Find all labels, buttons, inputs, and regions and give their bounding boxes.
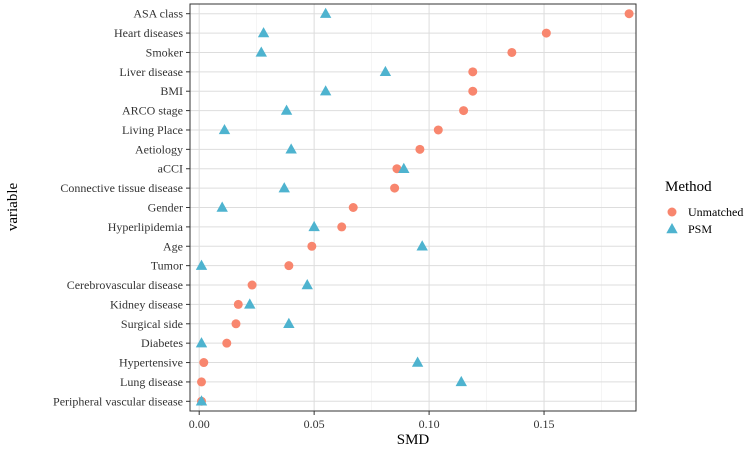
x-tick-label: 0.05: [304, 417, 325, 431]
point-unmatched: [390, 183, 400, 193]
legend-label-psm: PSM: [688, 222, 712, 236]
point-unmatched: [233, 299, 243, 309]
point-unmatched: [415, 144, 425, 154]
y-tick-label: Hypertensive: [119, 356, 183, 370]
point-psm: [398, 162, 410, 173]
grid-lines: [190, 4, 636, 411]
y-tick-label: Living Place: [122, 123, 183, 137]
point-unmatched: [541, 28, 551, 38]
y-tick-label: ASA class: [133, 7, 183, 21]
legend-key-psm: [666, 223, 678, 234]
y-tick-label: Liver disease: [119, 65, 183, 79]
y-tick-label: Kidney disease: [110, 297, 183, 311]
point-unmatched: [348, 203, 358, 212]
legend: Method Unmatched PSM: [665, 179, 743, 236]
y-axis-title: variable: [5, 183, 21, 232]
x-axis-ticks: 0.00 0.05 0.10 0.15: [189, 411, 555, 431]
y-tick-label: Aetiology: [135, 142, 183, 156]
x-axis-title: SMD: [397, 432, 430, 448]
x-tick-label: 0.15: [534, 417, 555, 431]
x-tick-label: 0.00: [189, 417, 210, 431]
point-unmatched: [247, 280, 257, 290]
point-unmatched: [307, 241, 317, 251]
point-psm: [255, 46, 267, 57]
point-psm: [195, 395, 208, 406]
y-tick-label: Diabetes: [141, 336, 183, 350]
y-tick-label: Gender: [148, 201, 183, 215]
y-tick-label: Peripheral vascular disease: [53, 394, 183, 408]
y-tick-label: ARCO stage: [122, 104, 183, 118]
point-unmatched: [468, 67, 478, 77]
y-tick-label: Connective tissue disease: [60, 181, 183, 195]
legend-key-unmatched: [667, 207, 677, 217]
point-psm: [216, 201, 228, 212]
y-axis-ticks: ASA class Heart diseases Smoker Liver disea…: [53, 7, 190, 408]
point-unmatched: [337, 222, 347, 232]
point-psm: [379, 65, 392, 77]
y-tick-label: Hyperlipidemia: [108, 220, 184, 234]
point-psm: [257, 27, 270, 38]
point-psm: [218, 123, 231, 135]
point-unmatched: [199, 358, 209, 368]
point-unmatched: [222, 338, 232, 348]
point-unmatched: [231, 319, 241, 329]
point-unmatched: [468, 86, 478, 96]
point-psm: [411, 356, 424, 367]
point-unmatched: [624, 9, 634, 19]
y-tick-label: Heart diseases: [114, 26, 183, 40]
legend-title: Method: [665, 179, 712, 195]
point-unmatched: [459, 106, 469, 116]
point-psm: [280, 104, 293, 115]
point-psm: [308, 220, 320, 232]
point-unmatched: [507, 47, 517, 57]
point-unmatched: [196, 377, 206, 387]
point-psm: [455, 375, 467, 387]
point-unmatched: [284, 261, 294, 271]
x-tick-label: 0.10: [419, 417, 440, 431]
point-unmatched: [433, 125, 443, 135]
y-tick-label: BMI: [160, 84, 183, 98]
point-psm: [195, 259, 208, 270]
point-psm: [416, 240, 428, 251]
y-tick-label: Age: [163, 239, 183, 253]
data-points: [195, 7, 634, 406]
point-psm: [319, 7, 332, 18]
point-psm: [283, 317, 295, 328]
panel-border: [189, 3, 637, 412]
point-psm: [319, 85, 332, 96]
point-psm: [285, 143, 297, 154]
point-psm: [244, 298, 256, 309]
y-tick-label: Smoker: [146, 45, 183, 59]
legend-label-unmatched: Unmatched: [688, 205, 743, 219]
point-psm: [278, 182, 290, 193]
y-tick-label: Surgical side: [121, 317, 183, 331]
point-psm: [195, 337, 208, 348]
y-tick-label: Cerebrovascular disease: [67, 278, 183, 292]
point-unmatched: [392, 164, 402, 174]
y-tick-label: Lung disease: [120, 375, 183, 389]
point-psm: [301, 279, 313, 290]
y-tick-label: aCCI: [158, 162, 183, 176]
y-tick-label: Tumor: [151, 259, 183, 273]
